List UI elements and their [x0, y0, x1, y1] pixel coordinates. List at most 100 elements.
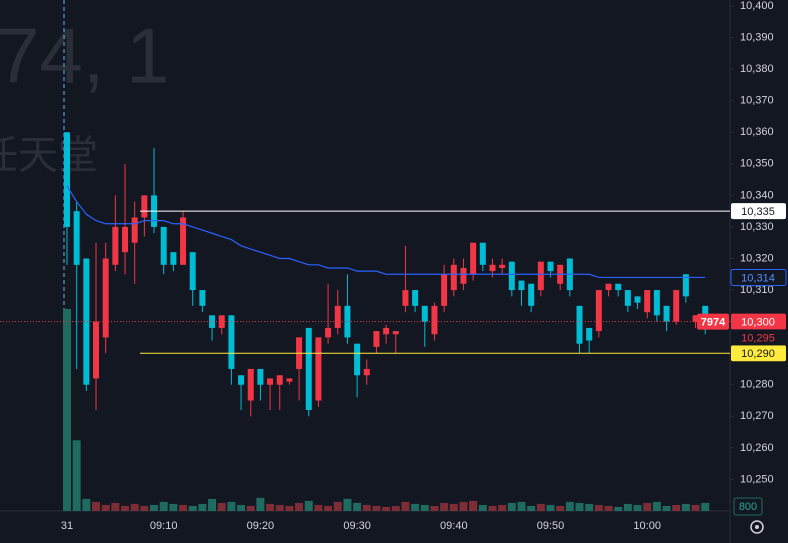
y-tick-label: 10,400 — [740, 0, 774, 12]
volume-bar — [372, 505, 381, 511]
price-label: 10,314 — [741, 272, 775, 284]
volume-bar — [159, 501, 168, 511]
candle-body — [547, 261, 554, 272]
candle-body — [267, 378, 274, 385]
candle-body — [102, 258, 109, 338]
volume-bar — [585, 503, 594, 511]
volume-label: 800 — [739, 501, 757, 513]
volume-bar — [623, 503, 632, 511]
volume-bar — [411, 503, 420, 511]
y-tick-label: 10,390 — [740, 31, 774, 43]
y-tick-label: 10,330 — [740, 221, 774, 233]
x-tick-label: 09:50 — [537, 520, 565, 532]
candle-body — [615, 283, 622, 291]
y-tick-label: 10,350 — [740, 158, 774, 170]
volume-bar — [208, 498, 217, 511]
volume-bar — [111, 502, 120, 511]
x-tick-label: 09:40 — [440, 520, 468, 532]
candle-body — [595, 290, 602, 332]
candle-body — [257, 368, 264, 385]
candle-body — [479, 242, 486, 265]
volume-bar — [420, 504, 429, 511]
volume-bar — [304, 500, 313, 511]
price-label-box — [730, 268, 787, 286]
volume-label-box — [733, 497, 763, 516]
candle-body — [586, 327, 593, 341]
volume-bar — [430, 505, 439, 511]
y-tick-label: 10,260 — [740, 442, 774, 454]
volume-bar — [227, 501, 236, 511]
candle-body — [421, 305, 428, 322]
x-tick-label: 09:10 — [150, 520, 178, 532]
candle-body — [180, 217, 187, 265]
volume-bar — [275, 504, 284, 511]
candle-body — [247, 368, 254, 401]
candle-body — [489, 264, 496, 272]
volume-bar — [498, 504, 507, 511]
candle-body — [286, 378, 293, 382]
candle-body — [682, 274, 689, 297]
candle-body — [354, 343, 361, 376]
y-tick-label: 10,340 — [740, 189, 774, 201]
volume-bar — [198, 503, 207, 511]
volume-bar — [121, 505, 130, 511]
candle-body — [518, 280, 525, 291]
price-label: 10,295 — [741, 332, 775, 344]
x-tick-label: 09:20 — [247, 520, 275, 532]
volume-bar — [63, 309, 71, 511]
watermark-name: 任天堂 — [0, 134, 98, 178]
volume-bar — [343, 498, 352, 511]
volume-bar — [546, 504, 555, 511]
candle-body — [334, 305, 341, 328]
volume-bar — [72, 440, 81, 511]
candle-body — [441, 274, 448, 306]
volume-bar — [188, 505, 197, 511]
candle-body — [576, 305, 583, 344]
volume-bar — [140, 505, 149, 511]
volume-bar — [314, 504, 323, 511]
volume-bar — [179, 504, 188, 511]
candle-body — [373, 331, 380, 347]
candle-body — [315, 337, 322, 401]
volume-bar — [594, 504, 603, 511]
gear[interactable] — [750, 520, 764, 534]
y-tick-label: 10,360 — [740, 126, 774, 138]
volume-bar — [488, 505, 497, 511]
candle-body — [663, 305, 670, 322]
gear-center[interactable] — [755, 525, 759, 529]
volume-bar — [672, 504, 681, 511]
volume-bar — [324, 505, 333, 511]
symbol-box — [697, 313, 729, 330]
volume-bar — [469, 500, 478, 511]
volume-bar — [507, 502, 516, 511]
candle-body — [305, 327, 312, 410]
watermark: 74, 1 — [0, 12, 169, 100]
volume-bar — [101, 504, 110, 511]
candle-body — [325, 327, 332, 338]
candle-body — [363, 368, 370, 376]
y-tick-label: 10,380 — [740, 63, 774, 75]
vwap-line — [66, 185, 706, 279]
volume-bar — [556, 505, 565, 511]
x-tick-label: 10:00 — [633, 520, 661, 532]
y-tick-label: 10,270 — [740, 410, 774, 422]
volume-bar — [575, 502, 584, 511]
price-label: 10,335 — [741, 206, 775, 218]
volume-bar — [150, 504, 159, 511]
volume-bar — [459, 501, 468, 511]
volume-bar — [246, 505, 255, 511]
price-label-box — [731, 345, 786, 362]
candle-body — [228, 315, 235, 369]
candle-body — [141, 195, 148, 218]
settings-button[interactable] — [750, 520, 764, 534]
price-label-box — [731, 329, 786, 346]
candle-body — [402, 290, 409, 306]
volume-bar — [82, 498, 91, 511]
candle-body — [276, 375, 283, 385]
volume-bar — [643, 502, 652, 511]
candle-body — [431, 305, 438, 335]
volume-bar — [652, 501, 661, 511]
volume-bar — [401, 501, 410, 511]
candle-body — [528, 283, 535, 306]
